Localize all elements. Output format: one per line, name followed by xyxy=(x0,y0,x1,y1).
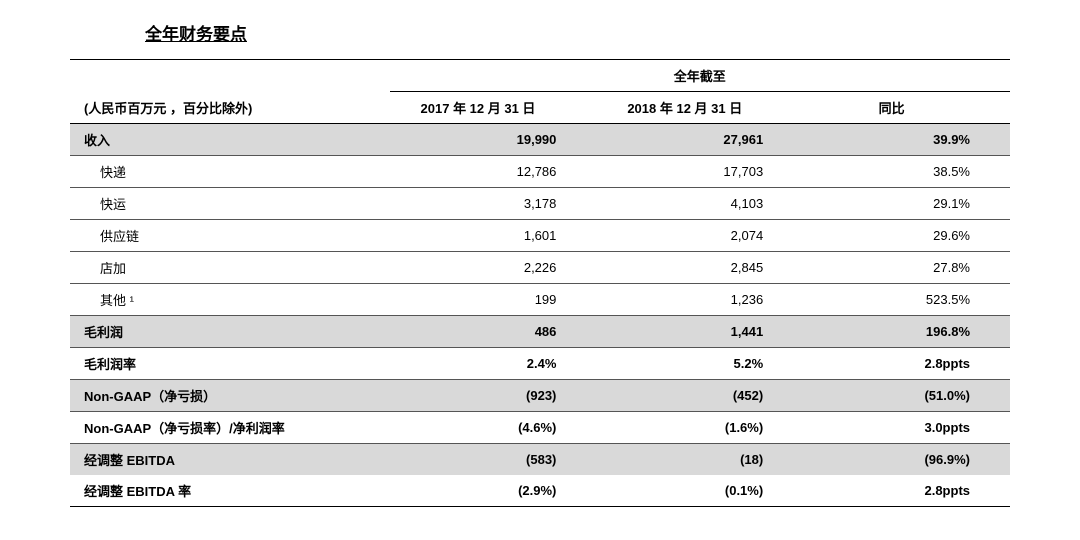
row-label: 快运 xyxy=(70,188,390,220)
row-value-2018: 4,103 xyxy=(596,188,803,220)
row-value-yoy: 39.9% xyxy=(803,124,1010,156)
row-value-yoy: (51.0%) xyxy=(803,380,1010,412)
table-header-columns-row: (人民币百万元 ，百分比除外) 2017 年 12 月 31 日 2018 年 … xyxy=(70,92,1010,124)
table-row: Non-GAAP（净亏损率）/净利润率(4.6%)(1.6%)3.0ppts xyxy=(70,412,1010,444)
row-value-2018: 2,074 xyxy=(596,220,803,252)
row-value-2018: (0.1%) xyxy=(596,475,803,507)
row-label: 毛利润率 xyxy=(70,348,390,380)
table-row: 快递12,78617,70338.5% xyxy=(70,156,1010,188)
row-value-2018: 1,236 xyxy=(596,284,803,316)
row-value-2017: 3,178 xyxy=(390,188,597,220)
row-value-2017: 199 xyxy=(390,284,597,316)
row-value-2018: (1.6%) xyxy=(596,412,803,444)
table-header-group-row: 全年截至 xyxy=(70,60,1010,92)
header-col-2017: 2017 年 12 月 31 日 xyxy=(390,92,597,124)
table-body: 收入19,99027,96139.9%快递12,78617,70338.5%快运… xyxy=(70,124,1010,507)
row-value-yoy: 27.8% xyxy=(803,252,1010,284)
table-row: Non-GAAP（净亏损）(923)(452)(51.0%) xyxy=(70,380,1010,412)
row-value-yoy: 29.1% xyxy=(803,188,1010,220)
row-value-yoy: 3.0ppts xyxy=(803,412,1010,444)
row-value-yoy: 2.8ppts xyxy=(803,348,1010,380)
header-blank-cell xyxy=(70,60,390,92)
table-row: 其他 ¹1991,236523.5% xyxy=(70,284,1010,316)
row-label: 毛利润 xyxy=(70,316,390,348)
row-value-2017: 1,601 xyxy=(390,220,597,252)
row-value-2018: (452) xyxy=(596,380,803,412)
row-label: 快递 xyxy=(70,156,390,188)
row-value-2018: 1,441 xyxy=(596,316,803,348)
header-col-yoy: 同比 xyxy=(803,92,1010,124)
row-value-yoy: 38.5% xyxy=(803,156,1010,188)
row-value-2017: (4.6%) xyxy=(390,412,597,444)
header-col-2018: 2018 年 12 月 31 日 xyxy=(596,92,803,124)
row-value-yoy: 29.6% xyxy=(803,220,1010,252)
row-label: 供应链 xyxy=(70,220,390,252)
table-row: 毛利润4861,441196.8% xyxy=(70,316,1010,348)
row-value-2017: (2.9%) xyxy=(390,475,597,507)
table-row: 供应链1,6012,07429.6% xyxy=(70,220,1010,252)
row-value-2017: (923) xyxy=(390,380,597,412)
row-value-2017: 19,990 xyxy=(390,124,597,156)
row-value-2017: 2.4% xyxy=(390,348,597,380)
table-row: 经调整 EBITDA(583)(18)(96.9%) xyxy=(70,444,1010,476)
row-value-2018: (18) xyxy=(596,444,803,476)
row-label: 店加 xyxy=(70,252,390,284)
row-value-yoy: 2.8ppts xyxy=(803,475,1010,507)
table-row: 快运3,1784,10329.1% xyxy=(70,188,1010,220)
row-value-2017: (583) xyxy=(390,444,597,476)
header-unit-label: (人民币百万元 ，百分比除外) xyxy=(70,92,390,124)
financial-table: 全年截至 (人民币百万元 ，百分比除外) 2017 年 12 月 31 日 20… xyxy=(70,59,1010,507)
row-label: Non-GAAP（净亏损） xyxy=(70,380,390,412)
row-value-2018: 5.2% xyxy=(596,348,803,380)
row-label: 经调整 EBITDA 率 xyxy=(70,475,390,507)
row-label: 收入 xyxy=(70,124,390,156)
row-label: 其他 ¹ xyxy=(70,284,390,316)
header-group-label: 全年截至 xyxy=(390,60,1010,92)
row-value-yoy: 523.5% xyxy=(803,284,1010,316)
row-label: Non-GAAP（净亏损率）/净利润率 xyxy=(70,412,390,444)
table-row: 店加2,2262,84527.8% xyxy=(70,252,1010,284)
row-label: 经调整 EBITDA xyxy=(70,444,390,476)
table-row: 毛利润率2.4%5.2%2.8ppts xyxy=(70,348,1010,380)
table-row: 收入19,99027,96139.9% xyxy=(70,124,1010,156)
row-value-2017: 486 xyxy=(390,316,597,348)
row-value-2018: 2,845 xyxy=(596,252,803,284)
row-value-yoy: (96.9%) xyxy=(803,444,1010,476)
row-value-2017: 12,786 xyxy=(390,156,597,188)
row-value-2017: 2,226 xyxy=(390,252,597,284)
page-title: 全年财务要点 xyxy=(145,20,1010,45)
row-value-yoy: 196.8% xyxy=(803,316,1010,348)
row-value-2018: 27,961 xyxy=(596,124,803,156)
table-row: 经调整 EBITDA 率(2.9%)(0.1%)2.8ppts xyxy=(70,475,1010,507)
row-value-2018: 17,703 xyxy=(596,156,803,188)
